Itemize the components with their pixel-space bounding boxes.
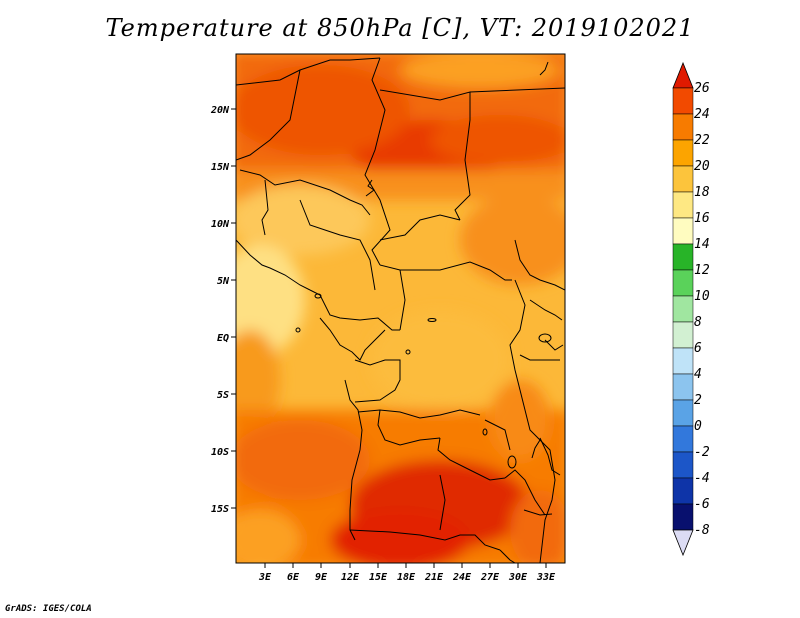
lakes xyxy=(295,293,552,469)
temperature-field xyxy=(236,54,565,563)
colorbar-label: -2 xyxy=(694,445,710,460)
colorbar-swatch xyxy=(672,399,694,427)
colorbar-swatch xyxy=(672,503,694,531)
colorbar-swatch xyxy=(672,347,694,375)
lon-label: 6E xyxy=(287,572,300,583)
colorbar-label: 24 xyxy=(694,107,710,122)
colorbar-label: 26 xyxy=(694,81,710,96)
colorbar-swatch xyxy=(672,87,694,115)
lon-label: 21E xyxy=(424,572,444,583)
colorbar-swatch xyxy=(672,113,694,141)
lat-label: 15N xyxy=(211,162,230,173)
colorbar-swatch xyxy=(672,373,694,401)
lon-label: 12E xyxy=(341,572,360,583)
country-borders xyxy=(236,57,565,563)
colorbar-label: 4 xyxy=(694,367,702,382)
colorbar-label: 10 xyxy=(694,289,710,304)
colorbar-label: 12 xyxy=(694,263,710,278)
colorbar-label: 6 xyxy=(694,341,702,356)
credit-text: GrADS: IGES/COLA xyxy=(5,604,92,614)
colorbar-label: -4 xyxy=(694,471,710,486)
colorbar-swatch xyxy=(672,269,694,297)
lon-label: 3E xyxy=(258,572,272,583)
lat-label: EQ xyxy=(217,333,229,344)
lat-axis: 20N 15N 10N 5N EQ 5S 10S 15S xyxy=(210,105,236,515)
colorbar: 26 24 22 20 18 16 14 12 10 8 6 4 2 0 -2 … xyxy=(672,61,710,557)
lat-label: 5S xyxy=(217,390,229,401)
colorbar-label: 20 xyxy=(694,159,710,174)
colorbar-swatch xyxy=(672,477,694,505)
colorbar-swatch xyxy=(672,139,694,167)
colorbar-swatch xyxy=(672,243,694,271)
lon-label: 27E xyxy=(480,572,500,583)
lat-label: 15S xyxy=(211,504,229,515)
colorbar-swatch xyxy=(672,295,694,323)
colorbar-label: 18 xyxy=(694,185,710,200)
lon-label: 30E xyxy=(508,572,528,583)
map-frame xyxy=(235,53,566,564)
colorbar-label: 16 xyxy=(694,211,710,226)
colorbar-label: -8 xyxy=(694,523,710,538)
lon-label: 15E xyxy=(369,572,388,583)
colorbar-label: -6 xyxy=(694,497,710,512)
colorbar-swatch-top xyxy=(672,61,694,89)
colorbar-label: 2 xyxy=(694,393,702,408)
lon-axis: 3E 6E 9E 12E 15E 18E 21E 24E 27E 30E 33E xyxy=(258,563,556,583)
colorbar-swatch xyxy=(672,321,694,349)
colorbar-label: 14 xyxy=(694,237,710,252)
lon-label: 18E xyxy=(397,572,416,583)
colorbar-swatch xyxy=(672,425,694,453)
colorbar-swatch xyxy=(672,165,694,193)
colorbar-swatch xyxy=(672,451,694,479)
lon-label: 9E xyxy=(315,572,328,583)
lon-label: 24E xyxy=(452,572,472,583)
colorbar-swatch xyxy=(672,217,694,245)
colorbar-swatch xyxy=(672,191,694,219)
colorbar-swatch-bottom xyxy=(672,529,694,557)
lat-label: 5N xyxy=(217,276,230,287)
lat-label: 10N xyxy=(211,219,230,230)
lon-label: 33E xyxy=(536,572,556,583)
lat-label: 10S xyxy=(211,447,229,458)
colorbar-label: 22 xyxy=(694,133,710,148)
lat-label: 20N xyxy=(210,105,230,116)
map-title: Temperature at 850hPa [C], VT: 201910202… xyxy=(105,14,695,42)
colorbar-label: 8 xyxy=(694,315,702,330)
colorbar-label: 0 xyxy=(694,419,702,434)
